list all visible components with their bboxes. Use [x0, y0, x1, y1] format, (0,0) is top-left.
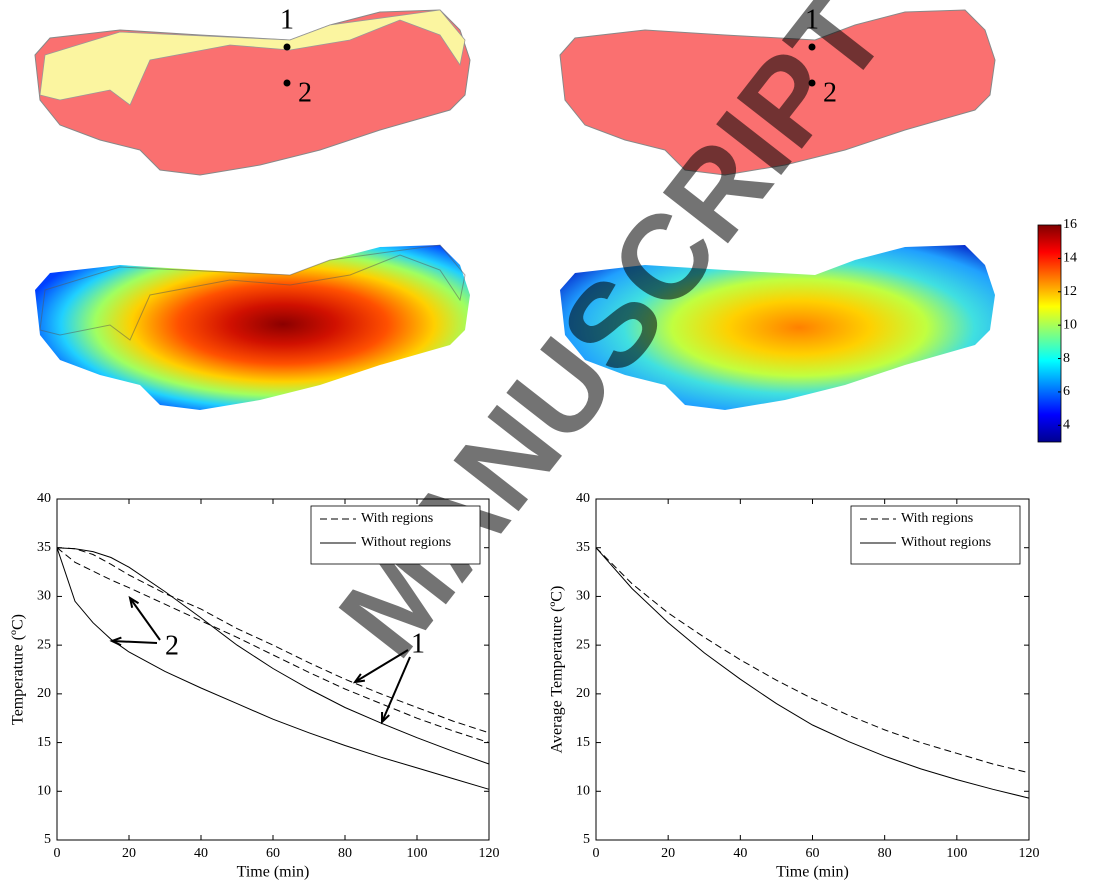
x-tick-label: 120	[479, 846, 500, 861]
legend-label: Without regions	[361, 535, 451, 550]
annotation-arrow	[129, 597, 161, 641]
colorbar-tick-label: 6	[1063, 384, 1070, 399]
y-axis-label: Average Temperature (ºC)	[549, 586, 566, 754]
y-tick-label: 5	[44, 832, 51, 847]
map-point	[283, 79, 291, 87]
y-tick-label: 30	[576, 589, 590, 604]
y-tick-label: 15	[576, 735, 590, 750]
colorbar-tick-label: 14	[1063, 251, 1077, 266]
map-regions	[34, 9, 471, 176]
colorbar-tick-label: 12	[1063, 284, 1077, 299]
x-tick-label: 20	[122, 846, 136, 861]
x-tick-label: 0	[593, 846, 600, 861]
annotation-arrowhead	[380, 711, 390, 725]
legend	[850, 505, 1021, 565]
series-line	[56, 547, 490, 744]
annotation-arrow	[111, 640, 158, 644]
annotation-arrowhead	[109, 636, 122, 647]
legend	[310, 505, 481, 565]
series-line	[56, 547, 490, 734]
map-point	[283, 43, 291, 51]
x-tick-label: 40	[194, 846, 208, 861]
map-point-label: 2	[298, 77, 312, 108]
y-tick-label: 10	[37, 784, 51, 799]
y-tick-label: 40	[576, 491, 590, 506]
y-tick-label: 20	[37, 686, 51, 701]
y-tick-label: 40	[37, 491, 51, 506]
series-line	[595, 547, 1030, 774]
map-point-label: 1	[280, 4, 294, 35]
x-tick-label: 100	[407, 846, 428, 861]
legend-label: With regions	[361, 511, 433, 526]
colorbar-tick-label: 10	[1063, 317, 1077, 332]
legend-label: With regions	[901, 511, 973, 526]
y-tick-label: 15	[37, 735, 51, 750]
x-tick-label: 0	[54, 846, 61, 861]
y-tick-label: 35	[37, 540, 51, 555]
annotation: 1	[411, 628, 425, 659]
y-axis-label: Temperature (ºC)	[10, 614, 27, 725]
y-tick-label: 25	[37, 637, 51, 652]
colorbar-tick-label: 8	[1063, 351, 1070, 366]
map-point-label: 2	[823, 77, 837, 108]
y-tick-label: 25	[576, 637, 590, 652]
heat-map	[35, 245, 470, 410]
y-tick-label: 20	[576, 686, 590, 701]
colorbar-tick-label: 4	[1063, 418, 1070, 433]
series-line	[56, 547, 490, 765]
x-axis-label: Time (min)	[237, 864, 310, 881]
x-tick-label: 60	[266, 846, 280, 861]
annotation-arrow	[354, 649, 409, 683]
y-tick-label: 5	[583, 832, 590, 847]
annotation: 2	[165, 630, 179, 661]
y-tick-label: 30	[37, 589, 51, 604]
x-tick-label: 100	[946, 846, 967, 861]
colorbar	[1037, 224, 1062, 443]
x-tick-label: 40	[733, 846, 747, 861]
region-outline	[39, 244, 466, 341]
map-point	[808, 43, 816, 51]
x-tick-label: 60	[806, 846, 820, 861]
series-line	[595, 547, 1030, 799]
region	[39, 9, 466, 106]
y-tick-label: 10	[576, 784, 590, 799]
annotation-arrowhead	[128, 595, 140, 608]
x-tick-label: 120	[1019, 846, 1040, 861]
series-line	[56, 547, 490, 790]
annotation-arrowhead	[352, 673, 366, 684]
map-point-label: 1	[805, 4, 819, 35]
x-axis-label: Time (min)	[776, 864, 849, 881]
x-tick-label: 20	[661, 846, 675, 861]
x-tick-label: 80	[878, 846, 892, 861]
y-tick-label: 35	[576, 540, 590, 555]
map-shape	[34, 9, 471, 176]
x-tick-label: 80	[338, 846, 352, 861]
legend-label: Without regions	[901, 535, 991, 550]
colorbar-tick-label: 16	[1063, 217, 1077, 232]
map-point	[808, 79, 816, 87]
annotation-arrow	[381, 656, 411, 723]
